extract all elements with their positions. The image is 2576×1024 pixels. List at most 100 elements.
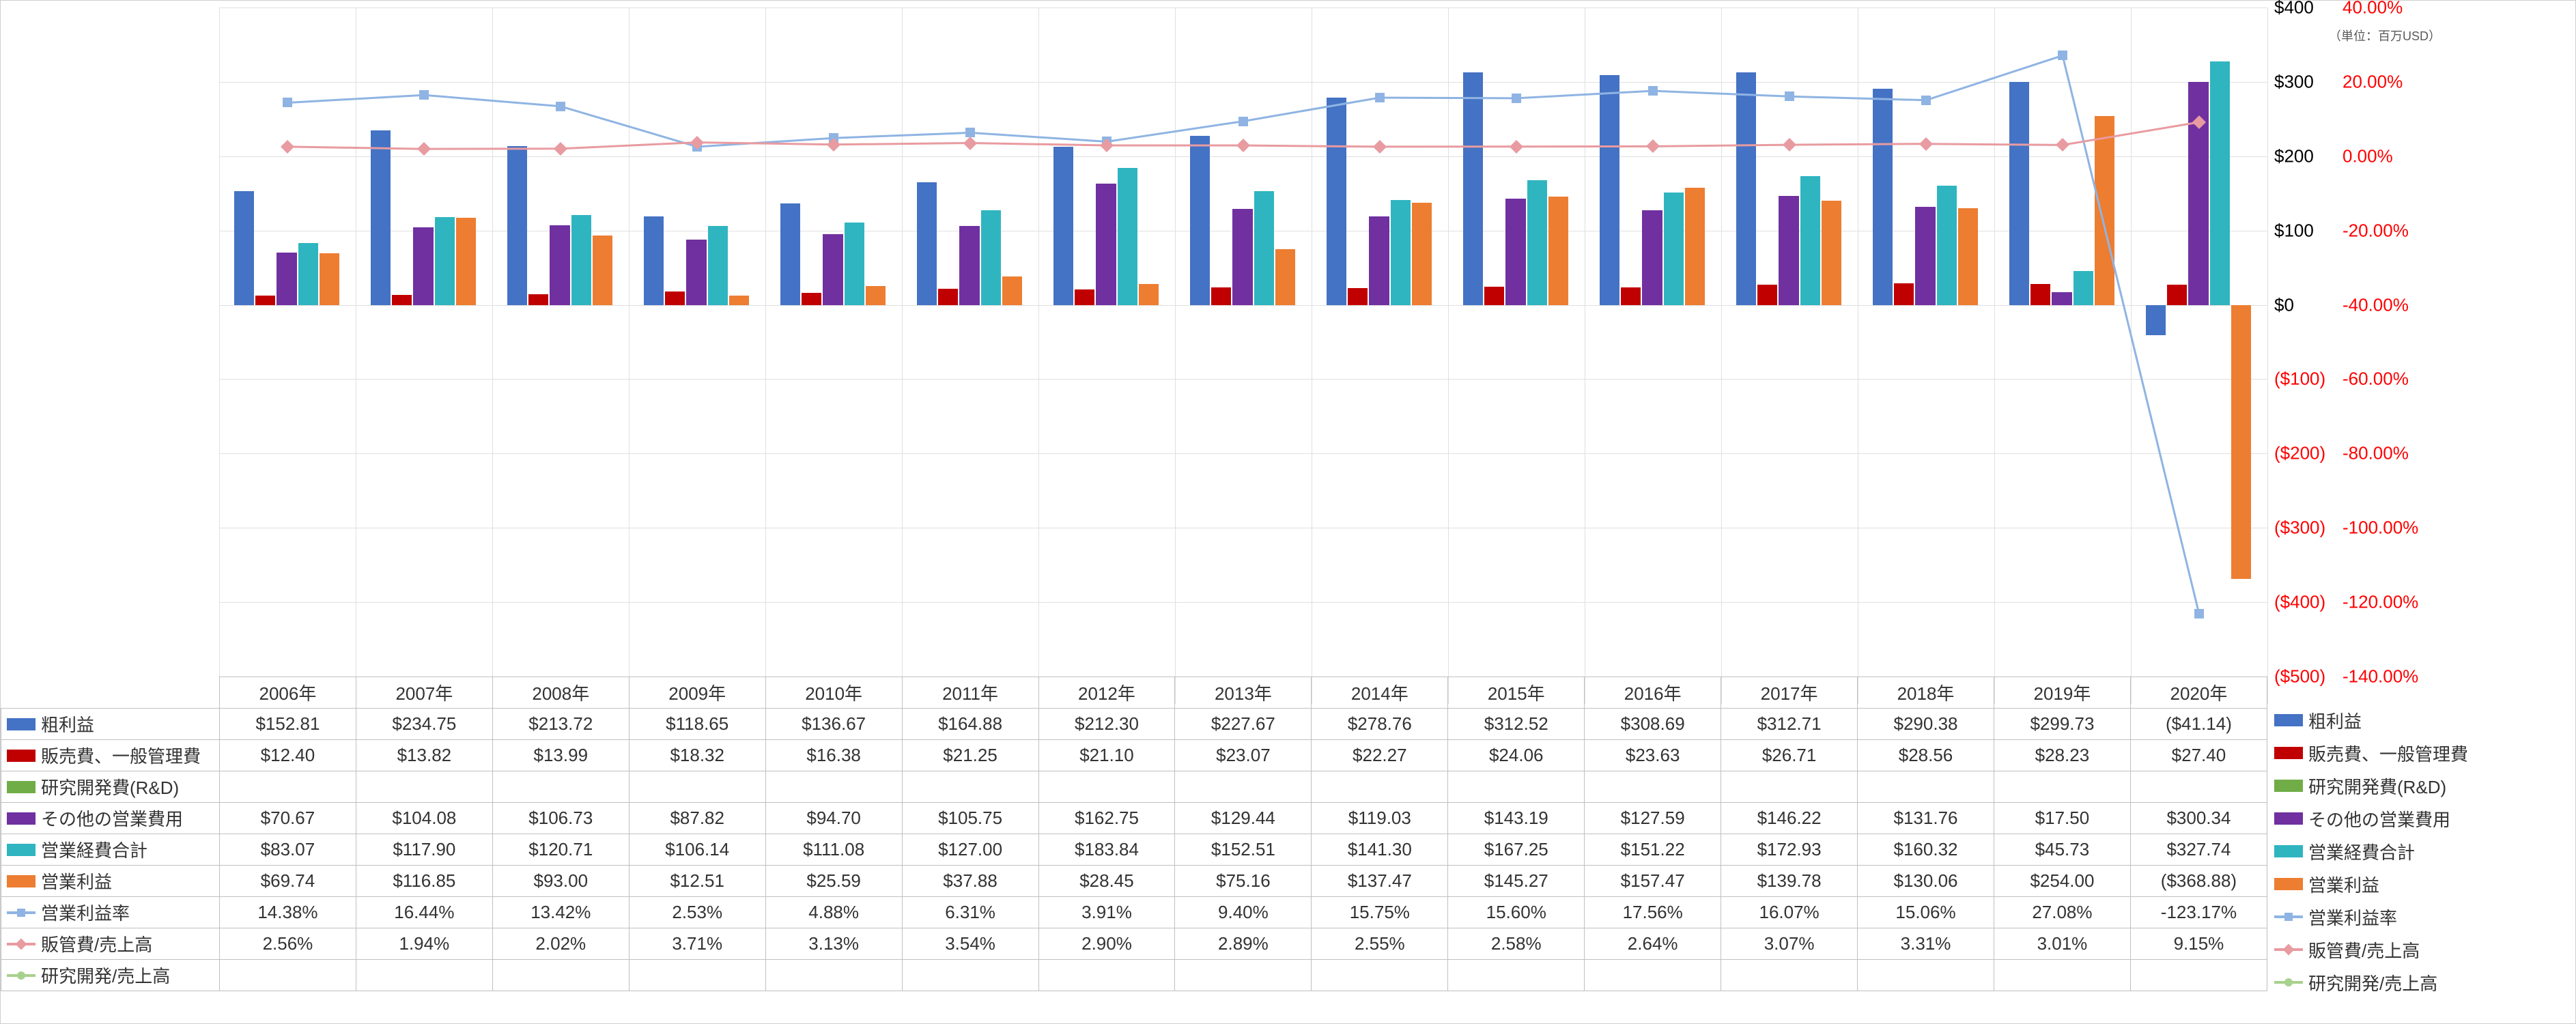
cell: $105.75 — [902, 803, 1038, 834]
cell: $143.19 — [1448, 803, 1585, 834]
cell: $104.08 — [356, 803, 492, 834]
cell: 2.56% — [219, 928, 356, 960]
y-tick-right: -80.00% — [2343, 443, 2409, 464]
cell: 16.44% — [356, 897, 492, 928]
table-corner — [1, 677, 220, 709]
swatch-icon — [2274, 747, 2303, 759]
cell — [902, 960, 1038, 991]
legend-label: 営業経費合計 — [2308, 839, 2415, 864]
year-header: 2008年 — [492, 677, 629, 709]
cell: $94.70 — [765, 803, 902, 834]
cell: 2.89% — [1175, 928, 1312, 960]
row-header-sga: 販売費、一般管理費 — [1, 740, 220, 771]
row-header-op_income: 営業利益 — [1, 866, 220, 897]
cell: $312.71 — [1721, 709, 1858, 740]
cell: $327.74 — [2130, 834, 2267, 866]
cell: 27.08% — [1994, 897, 2130, 928]
y-tick-right: 40.00% — [2343, 0, 2403, 18]
cell: 2.53% — [629, 897, 765, 928]
cell: $212.30 — [1038, 709, 1175, 740]
cell: $139.78 — [1721, 866, 1858, 897]
cell — [629, 771, 765, 803]
cell — [219, 771, 356, 803]
cell: $111.08 — [765, 834, 902, 866]
row-header-rnd_sales: 研究開発/売上高 — [1, 960, 220, 991]
cell: $160.32 — [1858, 834, 1994, 866]
row-label: 粗利益 — [41, 711, 94, 737]
cell: $130.06 — [1858, 866, 1994, 897]
cell — [1994, 771, 2130, 803]
cell: $129.44 — [1175, 803, 1312, 834]
cell — [2130, 960, 2267, 991]
swatch-icon — [7, 875, 36, 887]
cell: 1.94% — [356, 928, 492, 960]
line-swatch-icon — [7, 974, 36, 977]
cell: $164.88 — [902, 709, 1038, 740]
cell: $127.59 — [1585, 803, 1721, 834]
cell: $17.50 — [1994, 803, 2130, 834]
y-tick-right: 0.00% — [2343, 145, 2393, 167]
cell: 9.40% — [1175, 897, 1312, 928]
marker-op_margin — [1375, 93, 1385, 102]
row-label: 販売費、一般管理費 — [41, 743, 201, 768]
cell: $69.74 — [219, 866, 356, 897]
cell — [1721, 771, 1858, 803]
legend-item-other_opex: その他の営業費用 — [2274, 802, 2500, 835]
cell: $312.52 — [1448, 709, 1585, 740]
legend-label: 研究開発/売上高 — [2308, 970, 2437, 995]
cell — [1994, 960, 2130, 991]
swatch-icon — [2274, 812, 2303, 825]
line-swatch-icon — [2274, 948, 2303, 951]
row-header-rnd: 研究開発費(R&D) — [1, 771, 220, 803]
cell: $183.84 — [1038, 834, 1175, 866]
legend-item-rnd: 研究開発費(R&D) — [2274, 769, 2500, 802]
cell: 3.91% — [1038, 897, 1175, 928]
cell: $227.67 — [1175, 709, 1312, 740]
row-header-other_opex: その他の営業費用 — [1, 803, 220, 834]
row-label: 営業利益 — [41, 868, 112, 894]
marker-op_margin — [419, 90, 429, 100]
cell — [1038, 960, 1175, 991]
legend-label: 粗利益 — [2308, 708, 2362, 733]
cell: $141.30 — [1312, 834, 1448, 866]
cell: $93.00 — [492, 866, 629, 897]
cell — [356, 771, 492, 803]
legend-label: 販売費、一般管理費 — [2308, 741, 2468, 766]
marker-op_margin — [1785, 91, 1794, 101]
legend-item-op_income: 営業利益 — [2274, 868, 2500, 900]
y-tick-right: -40.00% — [2343, 294, 2409, 315]
cell: $137.47 — [1312, 866, 1448, 897]
cell — [356, 960, 492, 991]
year-header: 2019年 — [1994, 677, 2130, 709]
cell: $18.32 — [629, 740, 765, 771]
y-axis-left: $400$300$200$100$0($100)($200)($300)($40… — [2274, 8, 2322, 677]
row-label: 営業利益率 — [41, 900, 130, 925]
y-tick-right: -60.00% — [2343, 369, 2409, 390]
cell: $145.27 — [1448, 866, 1585, 897]
y-tick-right: 20.00% — [2343, 71, 2403, 92]
cell — [1858, 960, 1994, 991]
swatch-icon — [7, 812, 36, 825]
cell: ($41.14) — [2130, 709, 2267, 740]
y-tick-left: $400 — [2274, 0, 2322, 18]
cell: $152.81 — [219, 709, 356, 740]
cell: $234.75 — [356, 709, 492, 740]
cell — [1038, 771, 1175, 803]
legend-item-gross_profit: 粗利益 — [2274, 704, 2500, 737]
cell: 2.58% — [1448, 928, 1585, 960]
cell: $28.56 — [1858, 740, 1994, 771]
cell: $13.99 — [492, 740, 629, 771]
legend-label: 研究開発費(R&D) — [2308, 773, 2446, 799]
y-tick-left: $300 — [2274, 71, 2322, 92]
y-tick-left: ($200) — [2274, 443, 2322, 464]
cell: $12.40 — [219, 740, 356, 771]
data-table: 2006年2007年2008年2009年2010年2011年2012年2013年… — [1, 677, 2267, 991]
cell — [1721, 960, 1858, 991]
cell: $119.03 — [1312, 803, 1448, 834]
cell — [1175, 771, 1312, 803]
line-swatch-icon — [2274, 915, 2303, 918]
cell: 3.31% — [1858, 928, 1994, 960]
legend: 粗利益販売費、一般管理費研究開発費(R&D) その他の営業費用営業経費合計営業利益… — [2274, 704, 2500, 999]
unit-label: （単位：百万USD） — [2329, 27, 2441, 44]
cell: $146.22 — [1721, 803, 1858, 834]
